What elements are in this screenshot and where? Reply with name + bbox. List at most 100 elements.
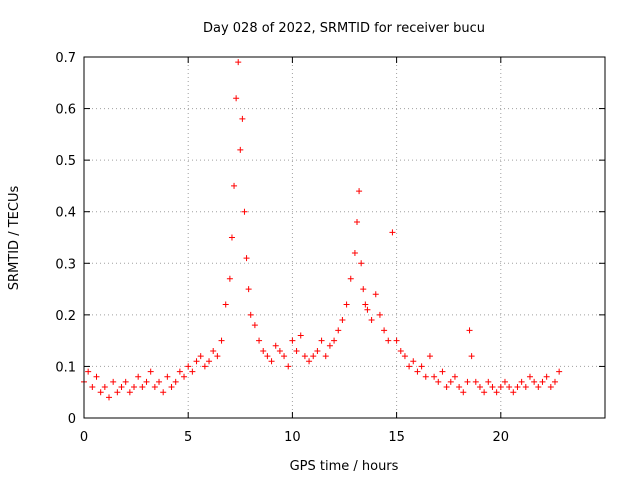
data-point: [456, 384, 463, 391]
x-axis-ticks: 0 5 10 15 20: [80, 57, 509, 445]
data-point: [418, 363, 425, 370]
grid-lines: [84, 57, 605, 418]
data-point: [358, 260, 365, 267]
data-point: [443, 384, 450, 391]
data-point: [101, 384, 108, 391]
data-point: [233, 95, 240, 102]
data-point: [385, 337, 392, 344]
data-point: [535, 384, 542, 391]
x-tick-label: 0: [80, 430, 88, 445]
data-point: [551, 378, 558, 385]
data-point: [468, 353, 475, 360]
data-point: [131, 384, 138, 391]
x-tick-label: 10: [284, 430, 301, 445]
y-tick-label: 0.2: [55, 309, 76, 324]
x-tick-label: 5: [184, 430, 192, 445]
data-point: [362, 301, 369, 308]
data-point: [245, 286, 252, 293]
data-point: [122, 378, 129, 385]
data-point: [481, 389, 488, 396]
data-point: [522, 384, 529, 391]
chart-title: Day 028 of 2022, SRMTID for receiver buc…: [203, 21, 485, 36]
data-point: [201, 363, 208, 370]
data-point: [389, 229, 396, 236]
data-point: [222, 301, 229, 308]
data-point: [356, 188, 363, 195]
plot-frame: [83, 56, 606, 419]
data-point: [210, 347, 217, 354]
data-point: [466, 327, 473, 334]
data-point: [493, 389, 500, 396]
data-point: [514, 384, 521, 391]
data-point: [226, 275, 233, 282]
data-point: [501, 378, 508, 385]
data-point: [506, 384, 513, 391]
data-point: [110, 378, 117, 385]
data-point: [347, 275, 354, 282]
data-point: [289, 337, 296, 344]
data-point: [156, 378, 163, 385]
y-tick-label: 0.4: [55, 206, 76, 221]
data-point: [410, 358, 417, 365]
data-point: [460, 389, 467, 396]
data-point: [293, 347, 300, 354]
data-point: [247, 311, 254, 318]
data-point: [422, 373, 429, 380]
data-point: [464, 378, 471, 385]
data-point: [118, 384, 125, 391]
data-point: [193, 358, 200, 365]
data-point: [228, 234, 235, 241]
data-point: [406, 363, 413, 370]
data-point: [218, 337, 225, 344]
data-point: [376, 311, 383, 318]
data-point: [318, 337, 325, 344]
y-tick-label: 0.1: [55, 360, 76, 375]
data-point: [322, 353, 329, 360]
data-point: [126, 389, 133, 396]
data-point: [489, 384, 496, 391]
data-point: [431, 373, 438, 380]
data-point: [143, 378, 150, 385]
data-point: [231, 182, 238, 189]
data-point: [306, 358, 313, 365]
data-point: [360, 286, 367, 293]
data-point: [372, 291, 379, 298]
y-axis-ticks: 0 0.1 0.2 0.3 0.4 0.5 0.6 0.7: [55, 51, 605, 427]
data-point: [364, 306, 371, 313]
data-point: [447, 378, 454, 385]
data-point: [285, 363, 292, 370]
data-point: [151, 384, 158, 391]
data-point: [393, 337, 400, 344]
x-tick-label: 20: [493, 430, 510, 445]
data-point: [276, 347, 283, 354]
data-point: [497, 384, 504, 391]
data-point: [214, 353, 221, 360]
data-point: [297, 332, 304, 339]
data-point: [343, 301, 350, 308]
data-point: [164, 373, 171, 380]
data-point: [335, 327, 342, 334]
data-point: [556, 368, 563, 375]
x-axis-label: GPS time / hours: [290, 459, 399, 474]
data-point: [135, 373, 142, 380]
data-point: [106, 394, 113, 401]
data-point: [543, 373, 550, 380]
data-point: [310, 353, 317, 360]
data-point: [176, 368, 183, 375]
data-point: [426, 353, 433, 360]
data-point: [237, 146, 244, 153]
data-point: [89, 384, 96, 391]
data-point: [539, 378, 546, 385]
data-point: [476, 384, 483, 391]
data-point: [272, 342, 279, 349]
data-point: [439, 368, 446, 375]
data-point: [531, 378, 538, 385]
data-point: [264, 353, 271, 360]
data-point: [206, 358, 213, 365]
data-point: [168, 384, 175, 391]
data-point: [518, 378, 525, 385]
data-point: [181, 373, 188, 380]
data-point: [139, 384, 146, 391]
data-point: [235, 59, 242, 66]
